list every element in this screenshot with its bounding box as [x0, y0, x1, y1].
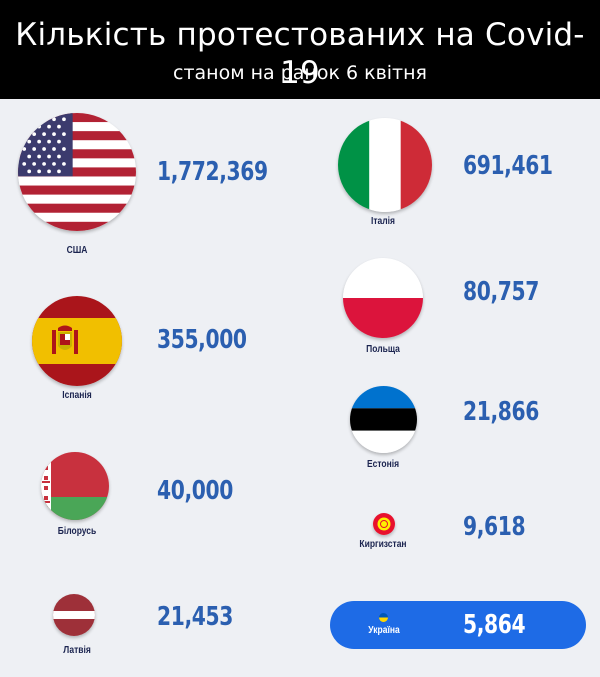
country-label-ukraine: Україна: [368, 625, 400, 636]
page-subtitle: станом на ранок 6 квітня: [173, 62, 427, 84]
spain-flag-icon: [32, 296, 122, 386]
country-label-belarus: Білорусь: [57, 526, 97, 537]
value-spain: 355,000: [157, 325, 247, 355]
header-banner: Кількість протестованих на Covid-19 стан…: [0, 0, 600, 99]
ukraine-highlight-pill: Україна 5,864: [330, 601, 586, 649]
country-label-kyrgyzstan: Киргизстан: [359, 539, 407, 550]
ukraine-flag-icon: [379, 613, 388, 622]
value-latvia: 21,453: [157, 602, 233, 632]
value-ukraine: 5,864: [463, 610, 526, 640]
poland-flag-icon: [343, 258, 423, 338]
estonia-flag-icon: [350, 386, 417, 453]
country-label-estonia: Естонія: [366, 459, 400, 470]
country-label-usa: США: [66, 245, 88, 256]
value-italy: 691,461: [463, 151, 553, 181]
value-estonia: 21,866: [463, 397, 539, 427]
value-poland: 80,757: [463, 277, 539, 307]
value-belarus: 40,000: [157, 476, 233, 506]
value-kyrgyzstan: 9,618: [463, 512, 526, 542]
kyrgyzstan-flag-icon: [373, 513, 395, 535]
page-title: Кількість протестованих на Covid-19: [15, 17, 585, 91]
country-label-spain: Іспанія: [62, 390, 92, 401]
country-label-poland: Польща: [366, 344, 400, 355]
usa-flag-icon: [18, 113, 136, 231]
italy-flag-icon: [338, 118, 432, 212]
belarus-flag-icon: [41, 452, 109, 520]
latvia-flag-icon: [53, 594, 95, 636]
value-usa: 1,772,369: [157, 157, 268, 187]
country-label-italy: Італія: [371, 216, 395, 227]
country-label-latvia: Латвія: [63, 645, 91, 656]
